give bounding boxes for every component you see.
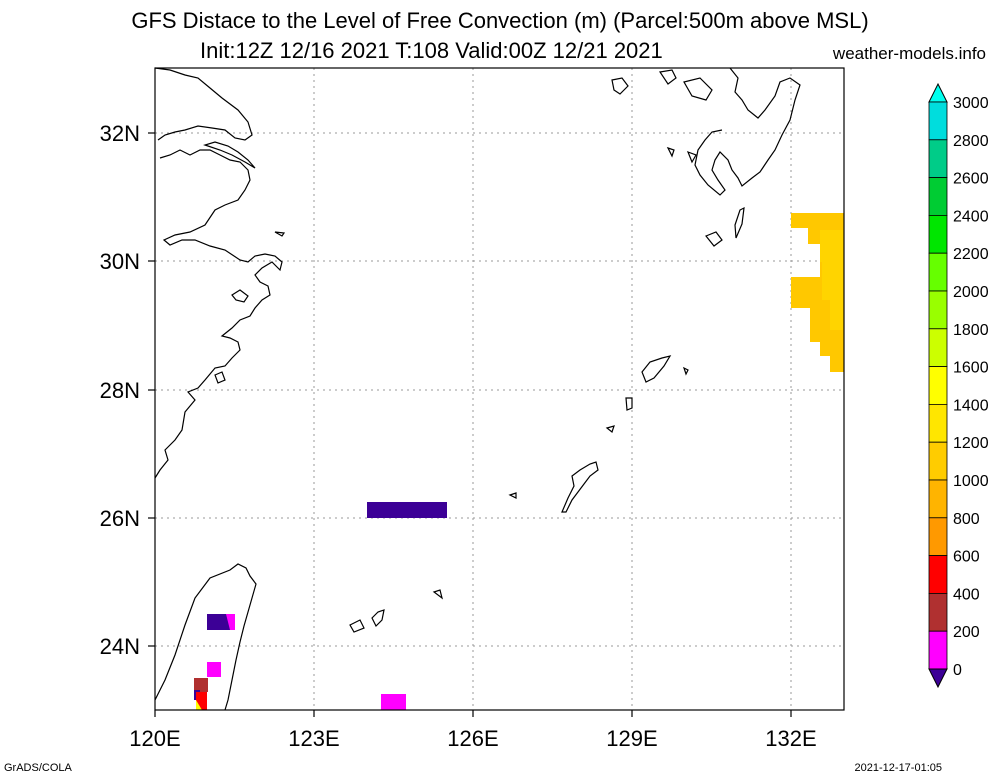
footer-timestamp: 2021-12-17-01:05: [854, 762, 942, 774]
sakishima-1: [349, 619, 365, 633]
lat-label-26: 26N: [100, 506, 140, 531]
colorbar-label: 1600: [953, 360, 989, 377]
coastlines: [154, 67, 801, 711]
ryukyu-islet-4: [508, 492, 517, 499]
china-coastline-north: [154, 67, 253, 141]
shade-region-200-b: [381, 694, 406, 710]
okinawa-island: [561, 461, 599, 513]
yakushima: [705, 231, 723, 247]
lon-label-126: 126E: [447, 726, 498, 751]
kyushu-coastline: [694, 67, 801, 196]
colorbar-label: 1800: [953, 322, 989, 339]
colorbar-swatch: [928, 441, 948, 481]
plot-area: [154, 67, 845, 711]
colorbar-swatch: [928, 555, 948, 594]
colorbar-swatch: [928, 252, 948, 292]
japan-island-2: [658, 69, 677, 85]
japan-island-5: [686, 150, 697, 164]
shade-region-400: [194, 678, 208, 692]
colorbar-swatch: [928, 101, 948, 141]
lat-label-32: 32N: [100, 121, 140, 146]
colorbar-swatch: [928, 290, 948, 330]
amami-island: [641, 355, 672, 383]
colorbar-label: 400: [953, 586, 980, 603]
colorbar-label: 0: [953, 662, 962, 679]
field-shading: [194, 213, 844, 710]
colorbar-swatch: [928, 517, 948, 556]
colorbar-label: 800: [953, 511, 980, 528]
ryukyu-islet-3: [605, 425, 615, 434]
japan-island-1: [611, 77, 629, 95]
colorbar-label: 1000: [953, 473, 989, 490]
taiwan-coastline: [154, 563, 257, 711]
colorbar-label: 3000: [953, 95, 989, 112]
colorbar-label: 1400: [953, 397, 989, 414]
colorbar-swatch: [928, 479, 948, 519]
colorbar-label: 1200: [953, 435, 989, 452]
japan-island-4: [666, 146, 675, 158]
colorbar-swatch: [928, 328, 948, 367]
lon-label-132: 132E: [765, 726, 816, 751]
colorbar-label: 2600: [953, 171, 989, 188]
colorbar-bottom-arrow: [928, 668, 948, 689]
tanegashima: [734, 206, 745, 239]
ryukyu-islet-2: [625, 397, 633, 411]
shade-region-200-a: [207, 662, 221, 677]
shade-region-0-strip: [367, 502, 447, 518]
shade-region-yellow: [196, 700, 202, 710]
shade-region-1200: [820, 230, 844, 330]
lat-label-28: 28N: [100, 378, 140, 403]
colorbar-label: 2800: [953, 133, 989, 150]
lon-label-120: 120E: [129, 726, 180, 751]
colorbar-label: 2000: [953, 284, 989, 301]
map-title: GFS Distace to the Level of Free Convect…: [131, 8, 869, 33]
colorbar-swatch: [928, 214, 948, 254]
colorbar-swatch: [928, 593, 948, 632]
lon-label-123: 123E: [288, 726, 339, 751]
grid-lines: [155, 68, 844, 710]
sakishima-2: [371, 609, 385, 628]
lon-label-129: 129E: [606, 726, 657, 751]
colorbar-swatch: [928, 403, 948, 443]
china-island-3: [274, 231, 286, 237]
colorbar-label: 200: [953, 624, 980, 641]
colorbar-swatch: [928, 139, 948, 179]
colorbar-label: 600: [953, 549, 980, 566]
shade-region-200-taiwan: [226, 614, 235, 630]
yangtze-estuary: [203, 141, 256, 169]
site-label: weather-models.info: [832, 44, 986, 63]
china-island-2: [214, 371, 226, 384]
colorbar-swatch: [928, 366, 948, 405]
colorbar-swatch: [928, 630, 948, 670]
map-subtitle: Init:12Z 12/16 2021 T:108 Valid:00Z 12/2…: [200, 38, 663, 63]
plot-frame: [154, 67, 845, 711]
colorbar-label: 2400: [953, 208, 989, 225]
colorbar-label: 2200: [953, 246, 989, 263]
china-island-1: [231, 289, 249, 303]
colorbar-top-arrow: [928, 82, 948, 103]
footer-credit: GrADS/COLA: [4, 762, 72, 774]
ryukyu-islet-1: [682, 366, 689, 376]
colorbar-swatch: [928, 177, 948, 216]
china-coastline: [154, 149, 283, 479]
sakishima-3: [432, 589, 443, 600]
axis-ticks: [148, 132, 792, 717]
lat-label-30: 30N: [100, 249, 140, 274]
colorbar: 3000280026002400220020001800160014001200…: [928, 82, 989, 689]
japan-island-3: [683, 77, 713, 101]
lat-label-24: 24N: [100, 634, 140, 659]
